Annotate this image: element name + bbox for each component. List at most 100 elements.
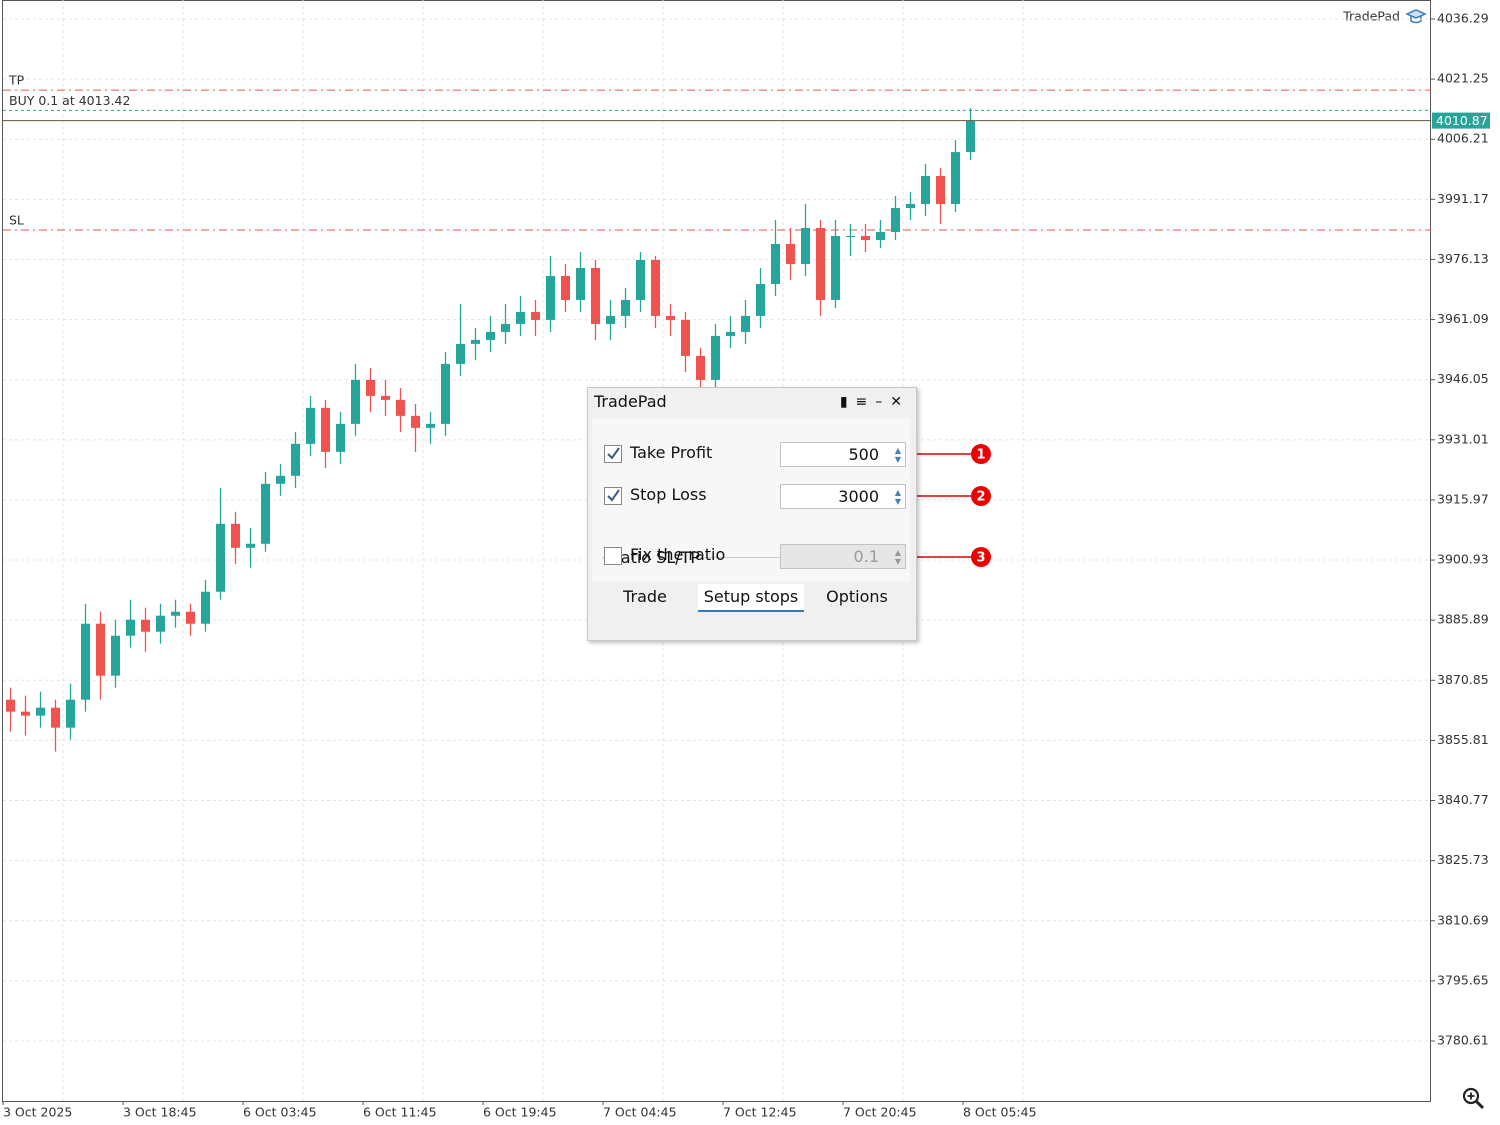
title-bar: TradePad ▮≡–✕ [588,388,916,416]
watermark: TradePad [1342,9,1400,24]
candle-body [126,619,135,636]
callout-badge [971,486,991,506]
candle-body [891,208,900,232]
tab[interactable]: Options [826,587,888,606]
candle-body [786,243,795,264]
callout-number: 3 [976,551,985,566]
take-profit-row: Take Profit 500 ▲ ▼ [600,442,906,468]
candle-body [246,543,255,548]
y-tick-label: 3795.65 [1437,972,1489,987]
callout-number: 2 [976,490,985,505]
y-tick-label: 3931.01 [1437,431,1489,446]
stop-loss-row: Stop Loss 3000 ▲ ▼ [600,484,906,510]
candle-body [21,711,30,716]
x-tick-label: 3 Oct 18:45 [123,1105,197,1120]
check-mark [607,447,620,460]
spin-box[interactable]: 3000 ▲ ▼ [780,484,906,509]
plot-frame [2,0,1431,1102]
checkbox[interactable] [604,445,622,463]
candle-body [321,407,330,452]
x-tick-label: 6 Oct 19:45 [483,1105,557,1120]
candle-body [171,611,180,616]
candle-body [846,235,855,237]
tradepad-dialog: TradePad ▮≡–✕ Take Profit 500 ▲ ▼ Stop Los… [587,387,917,641]
checkbox[interactable] [604,547,622,565]
level-label: SL [9,213,24,228]
candle-body [366,379,375,396]
candle-body [336,423,345,452]
candle-body [861,235,870,240]
candle-body [456,343,465,364]
group-title: Ratio SL/TP [606,548,705,567]
zoom-icon[interactable] [1462,1087,1485,1110]
y-tick-label: 3991.17 [1437,191,1489,206]
candle-body [351,379,360,424]
y-tick-label: 3810.69 [1437,912,1489,927]
candle-body [231,523,240,548]
candle-body [66,699,75,728]
x-tick-label: 7 Oct 20:45 [843,1105,917,1120]
candle-body [141,619,150,632]
candle-body [801,228,810,264]
dialog-body: Take Profit 500 ▲ ▼ Stop Loss 3000 ▲ ▼ Ratio… [592,418,910,582]
tab[interactable]: Setup stops [698,584,804,612]
candle-body [576,267,585,300]
candle-body [711,335,720,380]
spin-value: 3000 [838,487,879,506]
x-tick-label: 6 Oct 03:45 [243,1105,317,1120]
y-tick-label: 3870.85 [1437,672,1489,687]
x-tick-label: 7 Oct 12:45 [723,1105,797,1120]
candle-body [36,707,45,716]
candle-body [741,315,750,332]
callout-badge [971,444,991,464]
candle-body [966,120,975,153]
candle-body [291,443,300,476]
y-tick-label: 3885.89 [1437,612,1489,627]
candle-body [306,407,315,444]
x-tick-label: 3 Oct 2025 [3,1105,72,1120]
candle-body [936,176,945,205]
y-tick-label: 3961.09 [1437,311,1489,326]
y-tick-label: 3855.81 [1437,732,1489,747]
candle-body [666,315,675,320]
y-tick-label: 3976.13 [1437,251,1489,266]
candle-body [816,228,825,300]
candle-body [276,475,285,484]
candle-body [606,315,615,324]
candle-body [921,176,930,205]
candle-body [111,635,120,676]
window-buttons[interactable]: ▮≡–✕ [839,394,910,410]
candle-body [6,699,15,712]
level-label: TP [8,73,25,88]
candle-body [186,611,195,624]
y-tick-label: 4036.29 [1437,10,1489,25]
candle-body [756,283,765,316]
spin-box[interactable]: 0.1 ▲ ▼ [780,544,906,569]
candle-body [591,267,600,324]
row-label: Stop Loss [630,485,707,504]
tab-bar: Trade Setup stops Options [592,584,910,612]
candle-body [531,311,540,320]
candle-body [651,259,660,316]
tab[interactable]: Trade [623,587,667,606]
spin-box[interactable]: 500 ▲ ▼ [780,442,906,467]
candle-body [96,623,105,676]
spin-value: 0.1 [853,547,879,566]
dialog-title: TradePad [594,392,667,411]
candle-body [831,235,840,300]
y-tick-label: 3915.97 [1437,491,1489,506]
watermark-icon [1405,9,1427,24]
x-tick-label: 8 Oct 05:45 [963,1105,1037,1120]
candle-body [201,591,210,624]
candle-body [636,259,645,300]
candle-body [426,423,435,428]
y-tick-label: 3780.61 [1437,1033,1489,1048]
checkbox[interactable] [604,487,622,505]
y-tick-label: 3840.77 [1437,792,1489,807]
candle-body [471,339,480,344]
candle-body [411,415,420,428]
candle-body [441,363,450,424]
candle-body [876,231,885,240]
callout-badge [971,547,991,567]
candle-body [516,311,525,324]
